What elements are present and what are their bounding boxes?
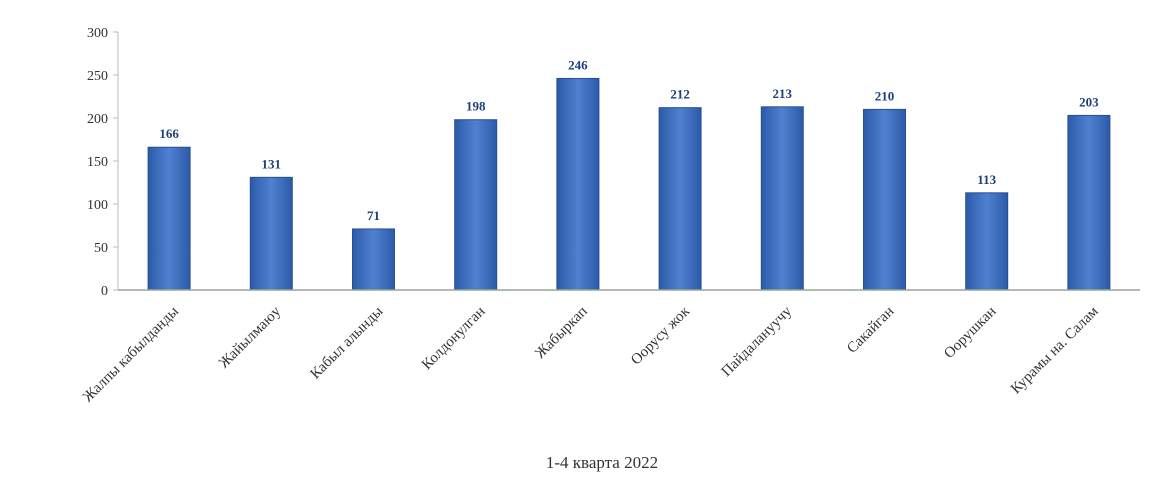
x-tick-label: Жайылмаюу xyxy=(216,303,284,371)
x-tick-label: Колдонулган xyxy=(419,304,489,374)
x-tick-label: Пайдалануучу xyxy=(719,303,796,380)
bar xyxy=(352,228,395,291)
y-tick-label: 300 xyxy=(87,26,108,41)
x-axis: Жалпы кабылданды Жайылмаюу Кабыл алынды Кол… xyxy=(80,289,1140,406)
x-tick-label: Сакайган xyxy=(844,304,897,357)
data-labels: 166 131 71 198 246 212 213 210 113 203 xyxy=(151,56,1107,223)
y-tick-label: 0 xyxy=(101,284,108,299)
x-tick-label: Жабыркап xyxy=(532,304,590,362)
data-label: 212 xyxy=(670,87,690,102)
y-tick-label: 150 xyxy=(87,155,108,170)
data-label-background xyxy=(764,84,801,101)
x-tick-label: Жалпы кабылданды xyxy=(80,304,182,406)
y-tick-label: 50 xyxy=(94,241,108,256)
bar xyxy=(556,77,600,291)
data-label: 113 xyxy=(977,172,996,187)
bar xyxy=(454,119,498,291)
data-label: 203 xyxy=(1079,94,1099,109)
data-label-background xyxy=(662,85,699,102)
data-label: 166 xyxy=(159,126,179,141)
data-label-background xyxy=(355,206,392,223)
data-label-background xyxy=(457,97,494,114)
bar xyxy=(760,106,804,291)
x-tick-label: Курамы на. Салам xyxy=(1008,303,1102,397)
data-label-background xyxy=(559,56,596,73)
y-tick-label: 100 xyxy=(87,198,108,213)
bar xyxy=(658,107,702,291)
data-label: 246 xyxy=(568,57,588,72)
data-label: 131 xyxy=(262,156,282,171)
bar xyxy=(863,108,906,291)
x-tick-label: Кабыл алынды xyxy=(307,304,386,383)
data-label-background xyxy=(253,155,290,172)
y-tick-label: 250 xyxy=(87,69,108,84)
bar xyxy=(147,146,191,291)
y-tick-label: 200 xyxy=(87,112,108,127)
data-label-background xyxy=(151,125,188,142)
data-label-background xyxy=(1070,93,1107,110)
bars xyxy=(147,77,1111,291)
x-axis-label: 1-4 кварта 2022 xyxy=(546,453,658,472)
data-label: 210 xyxy=(875,88,895,103)
bar xyxy=(249,176,293,291)
data-label: 213 xyxy=(773,86,793,101)
data-label-background xyxy=(968,170,1005,187)
data-label: 198 xyxy=(466,99,486,114)
y-axis: 0 50 100 150 200 250 300 xyxy=(87,26,119,299)
data-label: 71 xyxy=(367,208,380,223)
bar xyxy=(1067,114,1111,291)
bar xyxy=(965,192,1009,291)
x-tick-label: Оорушкан xyxy=(941,304,999,362)
x-tick-label: Оорусу жок xyxy=(628,303,693,368)
data-label-background xyxy=(866,87,903,104)
